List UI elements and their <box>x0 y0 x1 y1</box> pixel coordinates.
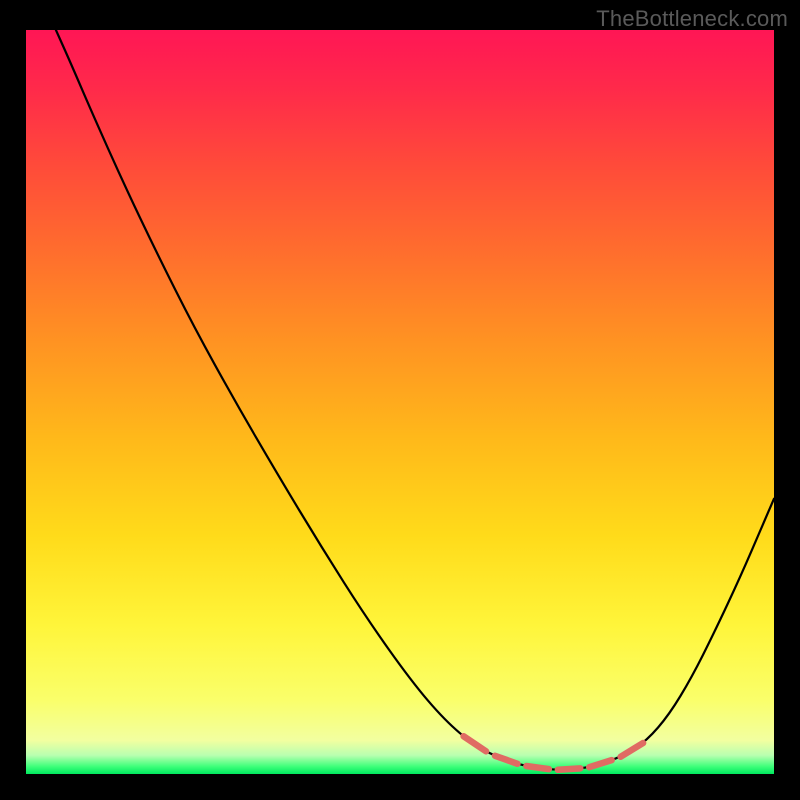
chart-frame: TheBottleneck.com <box>0 0 800 800</box>
bottleneck-curve-chart <box>26 30 774 774</box>
optimal-range-dash <box>558 768 580 769</box>
plot-background <box>26 30 774 774</box>
optimal-range-dash <box>526 766 548 769</box>
watermark-text: TheBottleneck.com <box>596 6 788 32</box>
